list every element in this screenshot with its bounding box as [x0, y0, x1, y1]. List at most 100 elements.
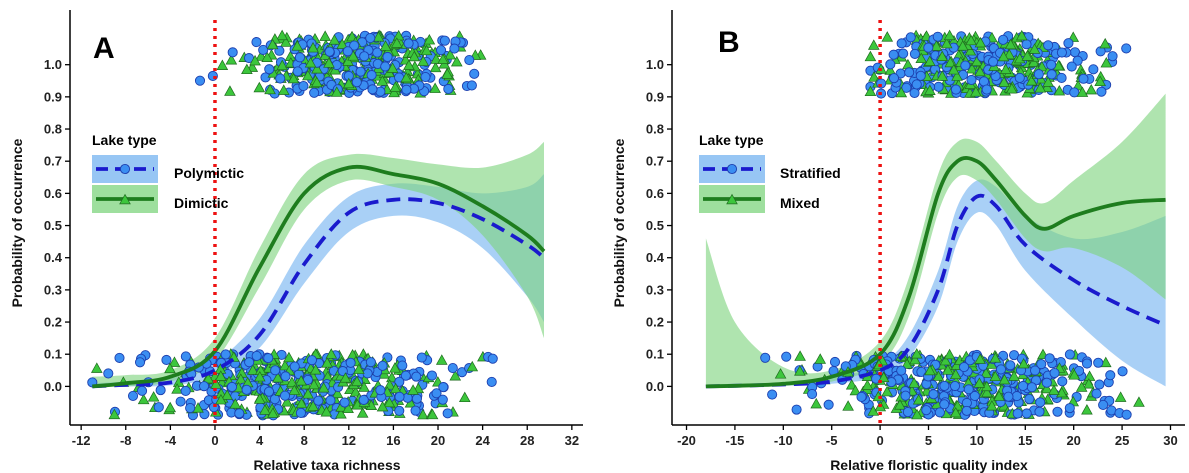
data-point-triangle: [998, 76, 1010, 87]
data-point-triangle: [253, 81, 266, 93]
data-point-triangle: [390, 37, 403, 48]
y-tick-label: 0.2: [646, 315, 664, 330]
x-tick-label: 4: [256, 433, 264, 448]
data-point-triangle: [1008, 370, 1020, 381]
data-point-triangle: [221, 389, 233, 400]
data-point-circle: [437, 394, 448, 405]
data-point-triangle: [947, 63, 960, 75]
data-point-triangle: [417, 408, 429, 420]
data-point-triangle: [1094, 75, 1106, 87]
data-point-circle: [1088, 64, 1099, 75]
data-point-circle: [1041, 377, 1052, 388]
data-point-circle: [447, 363, 458, 374]
data-point-triangle: [241, 63, 253, 75]
data-point-triangle: [910, 348, 923, 359]
x-tick-label: 28: [520, 433, 534, 448]
data-point-circle: [1105, 370, 1116, 381]
x-tick-label: 5: [925, 433, 932, 448]
data-point-triangle: [376, 75, 389, 86]
panel-a: -12 -8 -4 0 4 8 12 16 20 24 28 32 0.00.10.20.30.40.…: [9, 10, 583, 473]
data-point-circle: [365, 357, 376, 368]
data-point-circle: [1011, 391, 1022, 402]
data-point-triangle: [389, 362, 401, 373]
y-tick-label: 0.1: [646, 347, 664, 362]
data-point-triangle: [973, 377, 986, 388]
data-point-circle: [960, 60, 971, 71]
fit-line-1: [705, 193, 1167, 389]
data-point-triangle: [164, 401, 177, 413]
data-point-triangle: [229, 398, 242, 409]
data-point-circle: [1063, 38, 1074, 49]
data-point-circle: [1121, 409, 1132, 420]
data-point-triangle: [970, 86, 982, 97]
data-point-triangle: [1100, 57, 1113, 68]
data-point-triangle: [1082, 378, 1095, 389]
data-point-circle: [896, 38, 907, 49]
data-point-triangle: [989, 370, 1002, 382]
panel-b-bands: [705, 93, 1166, 387]
data-point-circle: [1044, 353, 1055, 364]
data-point-triangle: [794, 365, 806, 376]
data-point-circle: [888, 49, 899, 60]
data-point-triangle: [302, 69, 314, 81]
panel-b-x-axis-label: Relative floristic quality index: [830, 457, 1028, 473]
data-point-circle: [226, 381, 238, 393]
x-tick-label: -12: [72, 433, 91, 448]
data-point-circle: [823, 399, 834, 410]
data-point-triangle: [924, 364, 936, 376]
data-point-triangle: [911, 408, 923, 420]
data-point-triangle: [353, 363, 365, 374]
data-point-triangle: [915, 52, 928, 64]
data-point-circle: [969, 390, 980, 402]
data-point-triangle: [389, 81, 402, 92]
y-tick-label: 0.7: [646, 154, 664, 169]
data-point-triangle: [974, 353, 986, 364]
data-point-circle: [175, 396, 186, 407]
data-point-triangle: [261, 51, 273, 62]
data-point-circle: [791, 404, 802, 415]
data-point-triangle: [400, 71, 413, 83]
data-point-circle: [1107, 51, 1118, 62]
data-point-triangle: [881, 31, 894, 42]
legend-marker: [726, 163, 738, 175]
data-point-triangle: [225, 54, 238, 65]
data-point-triangle: [286, 376, 298, 387]
data-point-triangle: [450, 55, 463, 67]
data-point-triangle: [383, 396, 396, 408]
panel-a-points: [87, 29, 498, 421]
data-point-triangle: [267, 407, 279, 418]
data-point-circle: [1121, 43, 1132, 54]
data-point-triangle: [90, 362, 103, 373]
data-point-circle: [1014, 72, 1025, 83]
data-point-triangle: [147, 391, 160, 402]
y-tick-label: 0.5: [646, 218, 664, 233]
data-point-triangle: [944, 56, 957, 68]
y-tick-label: 0.1: [44, 347, 62, 362]
data-point-circle: [896, 365, 907, 376]
fit-line-2: [92, 164, 546, 389]
data-point-circle: [180, 385, 191, 397]
data-point-circle: [911, 79, 922, 90]
panel-a-legend-label-2: Dimictic: [174, 195, 229, 211]
data-point-triangle: [342, 55, 354, 66]
data-point-circle: [411, 393, 422, 404]
data-point-triangle: [908, 377, 920, 388]
data-point-triangle: [877, 371, 890, 383]
data-point-circle: [367, 84, 378, 95]
data-point-triangle: [279, 359, 291, 371]
data-point-circle: [435, 45, 447, 56]
data-point-circle: [439, 35, 450, 46]
data-point-circle: [349, 40, 360, 51]
y-tick-label: 1.0: [44, 57, 62, 72]
panel-b-legend-label-2: Mixed: [780, 195, 820, 211]
data-point-circle: [464, 55, 475, 66]
panel-a-lines: [92, 164, 546, 389]
data-point-triangle: [1099, 37, 1111, 49]
data-point-triangle: [466, 360, 479, 372]
panel-b-legend: Lake type Stratified Mixed: [699, 132, 841, 213]
data-point-circle: [1091, 388, 1102, 399]
data-point-circle: [380, 61, 391, 72]
x-tick-label: 8: [301, 433, 308, 448]
data-point-circle: [1094, 379, 1105, 390]
